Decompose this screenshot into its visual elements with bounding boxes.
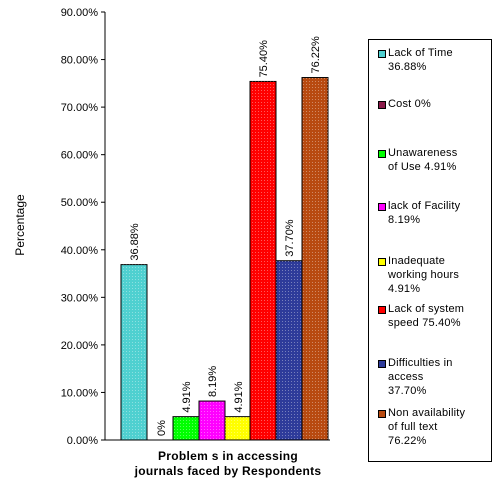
bar-texture [302,77,328,440]
y-axis: 0.00% 10.00% 20.00% 30.00% 40.00% 50.00% 60.00… [61,7,330,447]
y-tick-label: 10.00% [61,387,99,399]
legend-swatch [378,50,386,58]
legend-item: Lack of system speed 75.40% [378,302,490,330]
data-labels: 36.88% 0% 4.91% 8.19% 4.91% 75.40% 37.70% 76.22… [129,36,322,436]
y-tick-label: 90.00% [61,7,99,19]
legend-swatch [378,258,386,266]
data-label: 4.91% [233,381,245,412]
legend-swatch [378,306,386,314]
legend-item: Lack of Time 36.88% [378,46,490,74]
legend-item: Cost 0% [378,97,490,111]
y-tick-label: 70.00% [61,102,99,114]
x-axis-title-line: Problem s in accessing [158,449,298,463]
data-label: 75.40% [258,40,270,78]
bar-texture [250,81,276,440]
chart-legend: Lack of Time 36.88% Cost 0% Unawareness of U… [368,39,492,462]
bar-texture [199,401,225,440]
bar-texture [276,260,302,440]
legend-label: Lack of system speed 75.40% [388,303,465,329]
legend-item: lack of Facility 8.19% [378,199,490,227]
data-label: 0% [156,420,168,436]
data-label: 8.19% [207,366,219,397]
legend-item: Non availability of full text 76.22% [378,406,490,448]
y-tick-label: 20.00% [61,340,99,352]
legend-label: Inadequate working hours 4.91% [388,255,460,295]
legend-label: Lack of Time 36.88% [388,47,453,73]
legend-item: Unawareness of Use 4.91% [378,146,490,174]
legend-swatch [378,203,386,211]
legend-item: Difficulties in access 37.70% [378,356,490,398]
bar-texture [121,264,147,440]
data-label: 4.91% [181,381,193,412]
y-tick-label: 50.00% [61,197,99,209]
data-label: 37.70% [284,219,296,257]
data-label: 36.88% [129,223,141,261]
legend-swatch [378,150,386,158]
legend-label: Cost 0% [388,98,431,110]
y-tick-label: 40.00% [61,245,99,257]
bar-texture [225,416,251,440]
legend-swatch [378,360,386,368]
legend-label: Unawareness of Use 4.91% [388,147,458,173]
data-label: 76.22% [310,36,322,74]
bar-texture [173,416,199,440]
y-tick-label: 0.00% [67,435,98,447]
legend-swatch [378,410,386,418]
x-axis-title-line: journals faced by Respondents [134,464,322,478]
legend-swatch [378,101,386,109]
legend-label: Non availability of full text 76.22% [388,407,466,447]
y-tick-label: 80.00% [61,55,99,67]
y-tick-label: 30.00% [61,292,99,304]
legend-label: Difficulties in access 37.70% [388,357,453,397]
bars [120,77,329,441]
y-axis-title: Percentage [13,194,27,256]
legend-label: lack of Facility 8.19% [388,200,461,226]
y-tick-label: 60.00% [61,150,99,162]
legend-item: Inadequate working hours 4.91% [378,254,490,296]
